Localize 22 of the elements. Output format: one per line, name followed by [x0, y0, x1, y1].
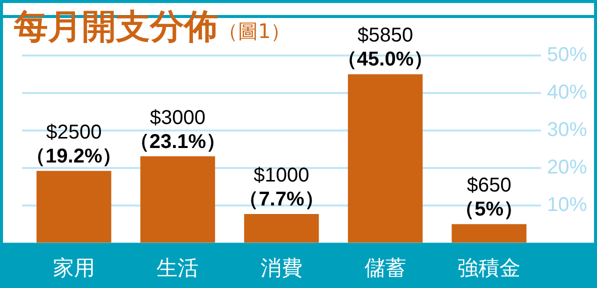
- y-tick-label: 40%: [546, 81, 588, 104]
- y-tick-label: 50%: [546, 44, 588, 66]
- x-tick-label: 消費: [260, 256, 302, 280]
- bar: [348, 74, 423, 243]
- data-label: $650 （5%）: [454, 174, 524, 221]
- x-tick-label: 家用: [52, 256, 95, 280]
- data-label: $1000 （7.7%）: [238, 164, 324, 210]
- bar: [36, 170, 112, 243]
- y-tick-label: 20%: [546, 156, 588, 178]
- x-tick-label: 儲蓄: [364, 256, 406, 280]
- data-label: $3000 （23.1%）: [129, 106, 226, 153]
- x-tick-label: 強積金: [458, 256, 521, 280]
- bar: [244, 214, 319, 243]
- chart-subtitle: （圖1）: [218, 19, 291, 43]
- bar: [140, 156, 216, 243]
- y-tick-label: 30%: [546, 118, 588, 141]
- bar: [452, 224, 526, 243]
- y-tick-label: 10%: [546, 194, 588, 216]
- x-tick-label: 生活: [156, 256, 199, 280]
- chart-title: 每月開支分佈: [14, 7, 218, 47]
- data-label: $5850 （45.0%）: [336, 24, 434, 71]
- data-label: $2500 （19.2%）: [26, 121, 122, 168]
